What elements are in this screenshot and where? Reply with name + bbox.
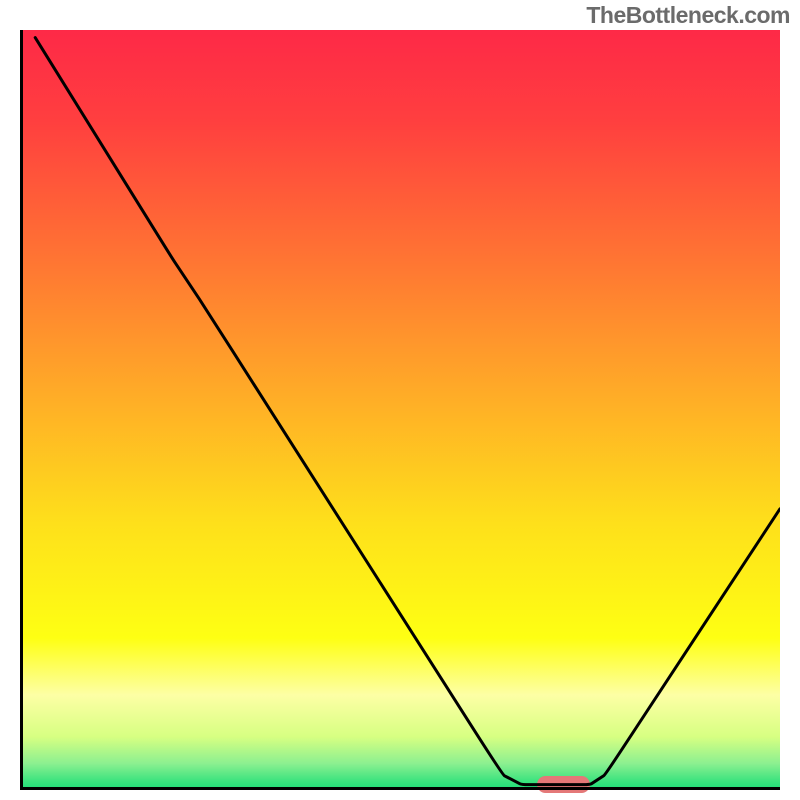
chart-container: TheBottleneck.com <box>0 0 800 800</box>
y-axis <box>20 30 23 790</box>
bottleneck-curve <box>20 30 780 790</box>
watermark-text: TheBottleneck.com <box>586 2 790 29</box>
x-axis <box>20 787 780 790</box>
plot-area <box>20 30 780 790</box>
